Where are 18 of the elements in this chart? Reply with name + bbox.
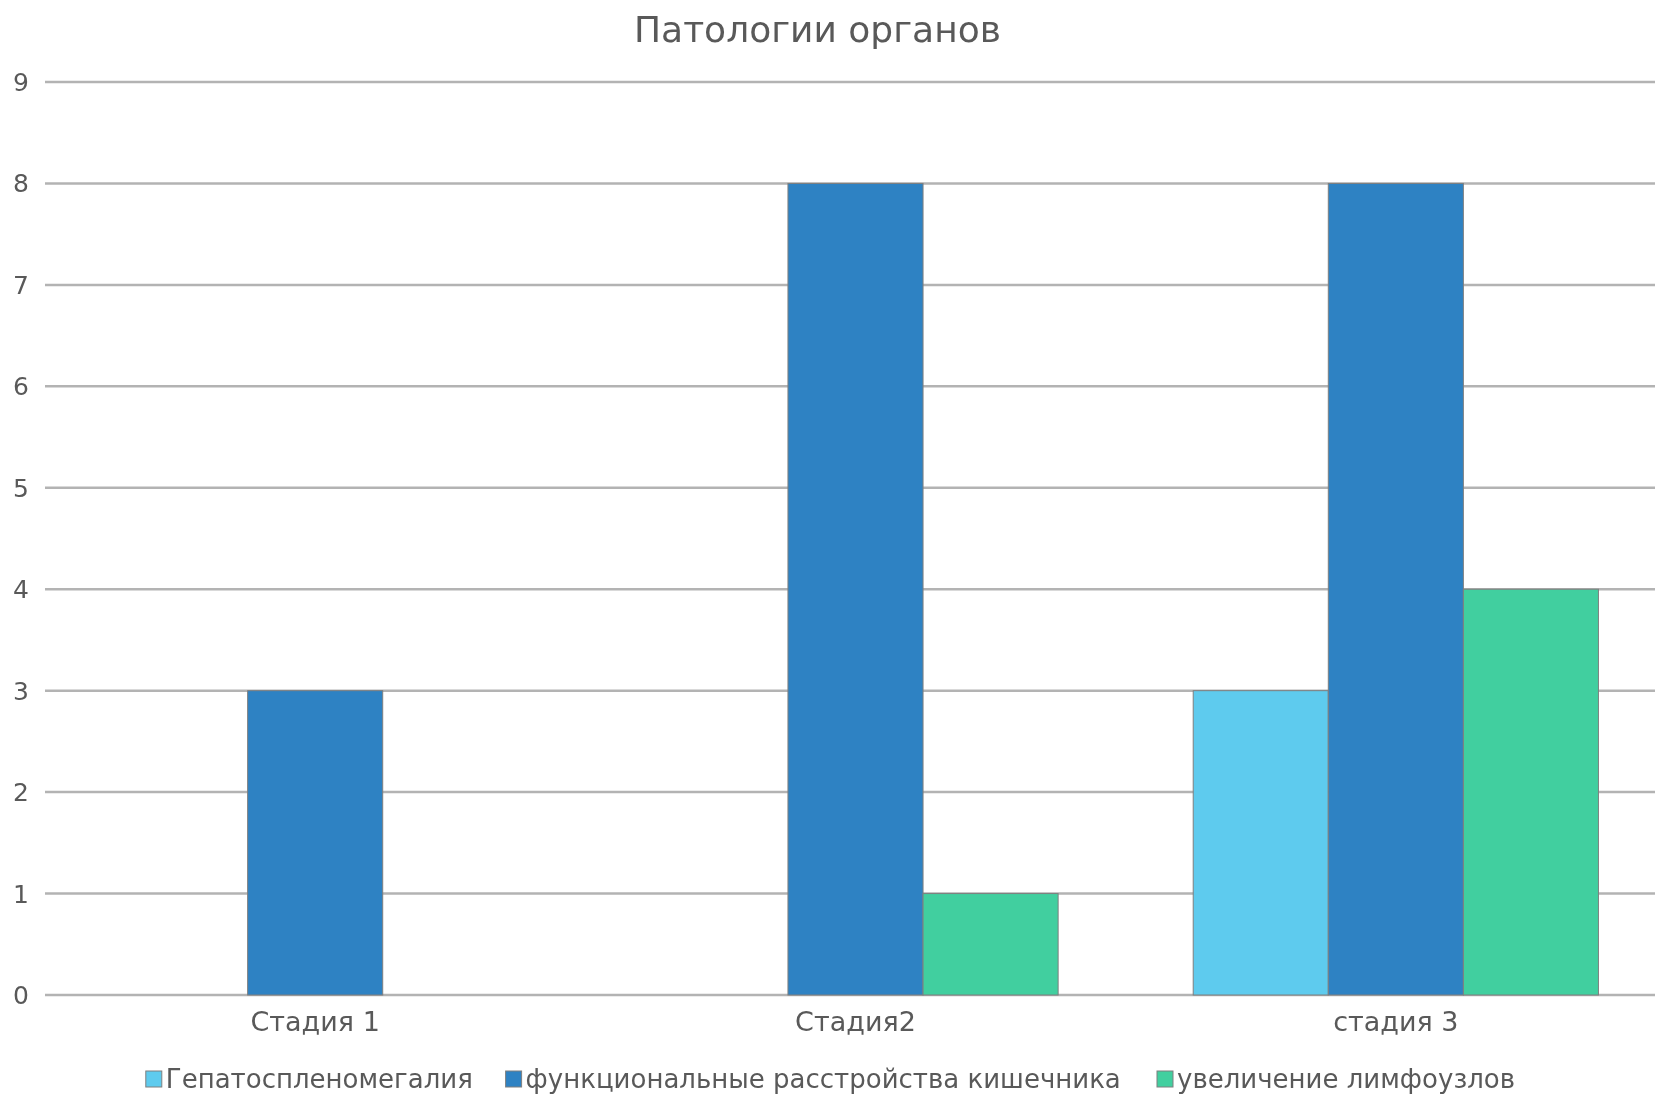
x-tick-label: Стадия 1 — [250, 1006, 380, 1037]
y-tick-label: 8 — [13, 169, 29, 199]
y-tick-label: 9 — [13, 68, 29, 97]
y-tick-label: 3 — [13, 676, 29, 706]
legend-label: Гепатоспленомегалия — [165, 1064, 473, 1094]
y-tick-label: 5 — [13, 473, 29, 503]
y-tick-label: 4 — [13, 575, 29, 605]
x-tick-label: Стадия2 — [795, 1006, 916, 1037]
chart-title: Патологии органов — [634, 9, 1001, 50]
y-tick-label: 1 — [13, 879, 29, 909]
bar — [247, 690, 384, 996]
legend-label: увеличение лимфоузлов — [1177, 1064, 1516, 1094]
y-tick-label: 7 — [13, 270, 29, 300]
y-tick-label: 2 — [13, 778, 29, 808]
y-tick-label: 0 — [13, 981, 29, 1010]
legend-label: функциональные расстройства кишечника — [525, 1064, 1121, 1094]
y-tick-label: 6 — [13, 372, 29, 402]
x-tick-label: стадия 3 — [1333, 1006, 1459, 1037]
